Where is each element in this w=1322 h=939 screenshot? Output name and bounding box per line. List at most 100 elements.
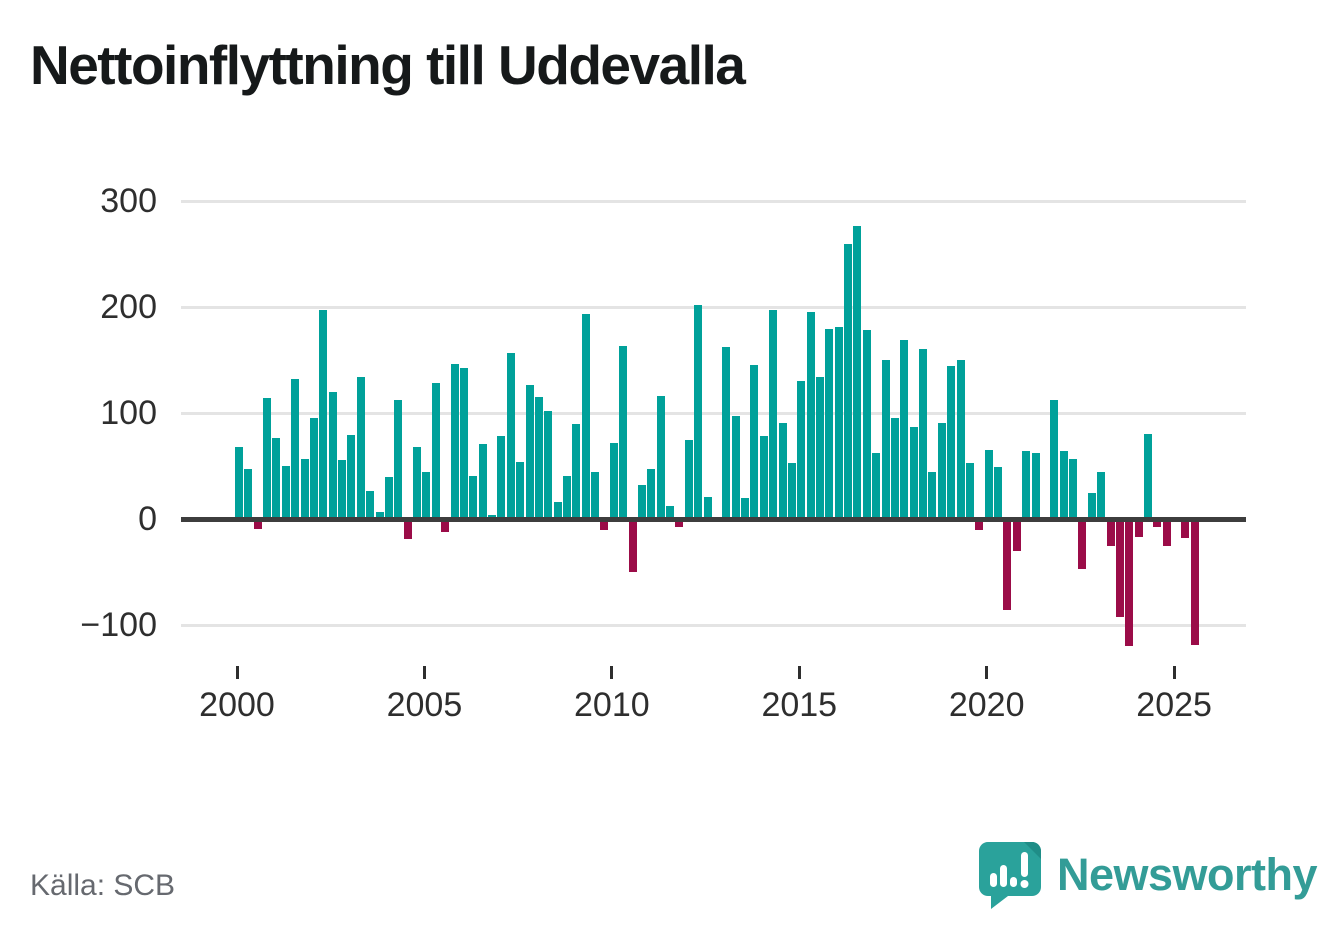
bar-2023-q2 [1106, 519, 1115, 546]
bar-2003-q3 [366, 491, 375, 521]
bar-2024-q4 [1162, 519, 1171, 546]
x-tick-label-2010: 2010 [574, 686, 650, 724]
y-tick-label--100: −100 [80, 606, 157, 644]
bar-2008-q4 [562, 475, 571, 521]
bar-2020-q3 [1003, 519, 1012, 611]
bar-2017-q2 [881, 360, 890, 521]
x-tick-label-2000: 2000 [199, 686, 275, 724]
bar-2014-q1 [759, 436, 768, 521]
bar-2015-q1 [797, 381, 806, 521]
bar-2016-q3 [853, 226, 862, 521]
bar-2007-q3 [516, 461, 525, 521]
bar-2012-q2 [694, 304, 703, 521]
bar-2007-q1 [497, 436, 506, 521]
bar-2017-q3 [890, 418, 899, 521]
bar-2017-q4 [900, 339, 909, 521]
bar-2021-q2 [1031, 453, 1040, 521]
bar-2000-q3 [253, 519, 262, 529]
x-tick-label-2025: 2025 [1136, 686, 1212, 724]
bar-2004-q3 [403, 519, 412, 540]
bar-2004-q4 [413, 446, 422, 521]
bar-2001-q4 [300, 458, 309, 521]
bar-2005-q1 [422, 472, 431, 521]
bar-2003-q4 [375, 511, 384, 521]
bar-2020-q2 [994, 467, 1003, 521]
y-tick-label-300: 300 [100, 182, 157, 220]
bar-2023-q4 [1125, 519, 1134, 647]
bar-2021-q4 [1050, 400, 1059, 521]
bar-2015-q2 [806, 312, 815, 521]
x-tick-mark-2000 [235, 666, 239, 679]
bar-2016-q2 [844, 244, 853, 521]
x-tick-mark-2005 [422, 666, 426, 679]
bar-2024-q1 [1134, 519, 1143, 538]
bar-2000-q1 [235, 446, 243, 521]
bar-2013-q1 [722, 347, 731, 521]
x-tick-mark-2015 [797, 666, 801, 679]
bar-2007-q2 [506, 352, 515, 521]
x-tick-mark-2025 [1172, 666, 1176, 679]
bar-2009-q2 [581, 314, 590, 521]
newsworthy-logo: Newsworthy [978, 841, 1318, 911]
bar-2014-q4 [787, 462, 796, 521]
bar-2013-q2 [731, 416, 740, 521]
bar-2003-q1 [347, 435, 356, 521]
bar-2009-q3 [591, 472, 600, 521]
bar-2005-q4 [450, 364, 459, 521]
y-tick-label-0: 0 [138, 500, 157, 538]
gridline-100 [181, 411, 1246, 415]
bar-2001-q2 [281, 466, 290, 521]
bar-2011-q4 [675, 519, 684, 528]
bar-2018-q2 [919, 349, 928, 521]
bar-2010-q4 [637, 485, 646, 521]
bar-2016-q1 [834, 327, 843, 521]
bar-2002-q4 [338, 459, 347, 521]
bar-2018-q1 [909, 426, 918, 521]
bar-2008-q3 [553, 502, 562, 521]
bar-2019-q3 [965, 462, 974, 521]
bar-2022-q3 [1078, 519, 1087, 569]
x-tick-mark-2010 [610, 666, 614, 679]
bar-2019-q1 [947, 366, 956, 521]
bar-2008-q2 [544, 410, 553, 521]
bar-2010-q2 [619, 346, 628, 521]
y-tick-label-200: 200 [100, 288, 157, 326]
bar-2005-q2 [431, 383, 440, 521]
bar-2000-q4 [263, 398, 272, 521]
bar-2000-q2 [244, 469, 253, 521]
bar-2024-q3 [1153, 519, 1162, 528]
bar-2024-q2 [1143, 434, 1152, 521]
bar-2025-q3 [1190, 519, 1199, 646]
bar-2003-q2 [356, 376, 365, 521]
bar-2021-q1 [1022, 451, 1031, 521]
bar-2011-q3 [666, 506, 675, 521]
bar-2009-q4 [600, 519, 609, 530]
x-tick-label-2005: 2005 [386, 686, 463, 724]
bar-2014-q3 [778, 422, 787, 521]
bar-2019-q2 [956, 360, 965, 521]
bar-2014-q2 [769, 310, 778, 521]
bar-2002-q2 [319, 310, 328, 521]
bar-2015-q3 [816, 376, 824, 521]
bar-2023-q1 [1097, 472, 1106, 521]
bar-2018-q3 [928, 472, 937, 521]
bar-2009-q1 [572, 423, 581, 521]
bar-2019-q4 [975, 519, 984, 530]
bar-2002-q1 [309, 418, 318, 521]
bar-2006-q1 [459, 368, 468, 521]
bar-2022-q4 [1087, 492, 1096, 521]
source-label: Källa: SCB [30, 869, 176, 902]
bar-2001-q1 [272, 438, 281, 521]
bar-2012-q3 [703, 496, 712, 521]
gridline-200 [181, 305, 1246, 309]
gridline-300 [181, 199, 1246, 203]
bar-2006-q2 [469, 475, 478, 521]
bar-2005-q3 [441, 519, 450, 532]
x-tick-label-2015: 2015 [761, 686, 838, 724]
newsworthy-logo-text: Newsworthy [1057, 849, 1318, 900]
bar-2007-q4 [525, 385, 534, 521]
y-tick-label-100: 100 [100, 394, 157, 432]
bar-2010-q1 [609, 442, 618, 521]
chart-title: Nettoinflyttning till Uddevalla [30, 34, 746, 96]
